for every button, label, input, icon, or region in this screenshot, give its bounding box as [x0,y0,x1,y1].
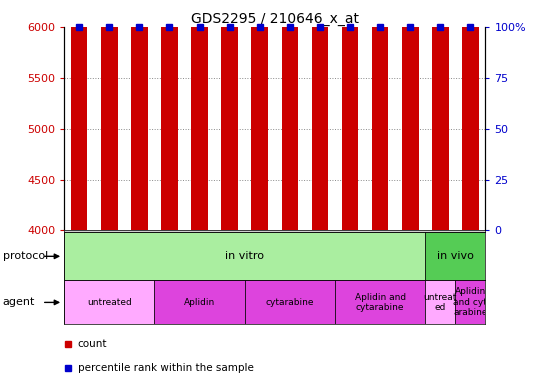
Text: GSM132955: GSM132955 [345,230,354,281]
Bar [462,0,479,230]
Bar [341,0,358,230]
Bar [64,232,425,280]
Bar [252,0,268,230]
Bar [402,0,418,230]
Text: GSM132960: GSM132960 [406,230,415,281]
Text: Aplidin: Aplidin [184,298,215,307]
Text: GSM132953: GSM132953 [315,230,324,281]
Text: cytarabine: cytarabine [266,298,314,307]
Text: in vitro: in vitro [225,251,264,262]
Bar [161,0,178,230]
Text: GSM132941: GSM132941 [165,230,174,281]
Bar [425,232,485,280]
Bar [245,280,335,324]
Text: GSM132944: GSM132944 [195,230,204,281]
Text: GSM132947: GSM132947 [225,230,234,281]
Text: Aplidin
and cyt
arabine: Aplidin and cyt arabine [453,288,488,317]
Text: percentile rank within the sample: percentile rank within the sample [78,363,253,373]
Text: GSM132920: GSM132920 [135,230,144,281]
Text: GSM132760: GSM132760 [436,230,445,281]
Text: GSM132917: GSM132917 [75,230,84,281]
Bar [372,0,388,230]
Text: GSM132918: GSM132918 [105,230,114,281]
Text: GSM132916: GSM132916 [466,230,475,281]
Bar [131,0,148,230]
Bar [222,0,238,230]
Bar [101,0,118,230]
Bar [335,280,425,324]
Bar [432,0,449,230]
Bar [155,280,245,324]
Bar [312,0,328,230]
Text: GSM132956: GSM132956 [376,230,384,281]
Text: untreated: untreated [87,298,132,307]
Bar [455,280,485,324]
Bar [425,280,455,324]
Text: Aplidin and
cytarabine: Aplidin and cytarabine [354,293,406,312]
Text: in vivo: in vivo [437,251,474,262]
Text: GSM132950: GSM132950 [285,230,295,281]
Text: agent: agent [3,297,35,308]
Bar [282,0,298,230]
Text: count: count [78,339,107,349]
Text: GSM132949: GSM132949 [255,230,264,281]
Bar [64,280,155,324]
Bar [191,0,208,230]
Text: protocol: protocol [3,251,48,262]
Title: GDS2295 / 210646_x_at: GDS2295 / 210646_x_at [191,12,359,26]
Bar [71,0,88,230]
Text: untreat
ed: untreat ed [424,293,457,312]
